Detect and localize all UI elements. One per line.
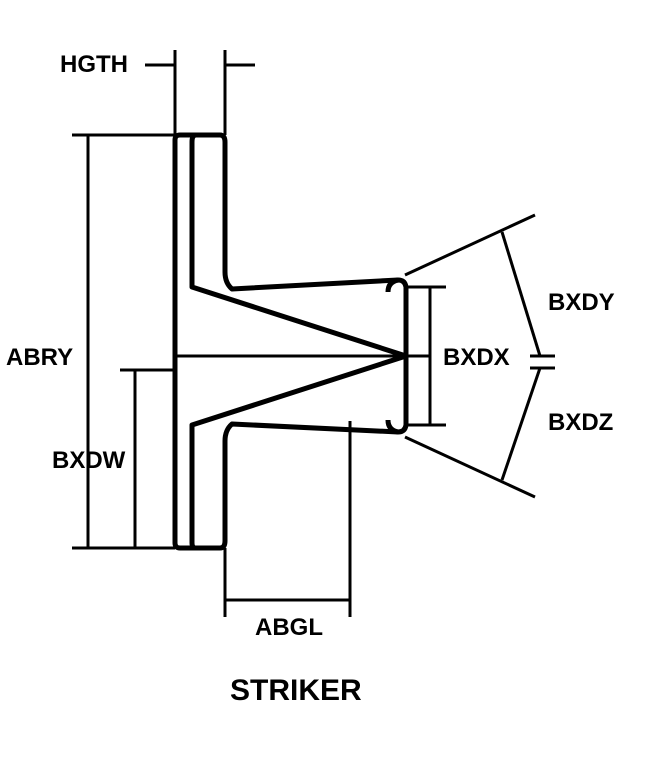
dim-abgl xyxy=(225,421,350,617)
label-bxdx: BXDX xyxy=(443,344,510,371)
technical-drawing: ABRY BXDW HGTH ABGL BXDX BXDY BXDZ xyxy=(0,0,645,780)
label-bxdw: BXDW xyxy=(52,447,126,474)
dim-abry xyxy=(72,135,175,548)
dim-bxdz xyxy=(405,368,540,497)
label-abry: ABRY xyxy=(6,344,73,371)
dim-hgth xyxy=(145,50,255,135)
label-bxdy: BXDY xyxy=(548,289,615,316)
striker-body xyxy=(175,135,406,548)
label-bxdz: BXDZ xyxy=(548,409,613,436)
label-hgth: HGTH xyxy=(60,51,128,78)
label-abgl: ABGL xyxy=(255,614,323,641)
dim-bxdw xyxy=(120,370,175,548)
drawing-title: STRIKER xyxy=(230,674,362,707)
